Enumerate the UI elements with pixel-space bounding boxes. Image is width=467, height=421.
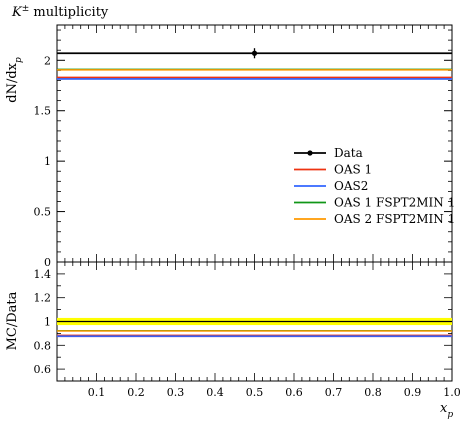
lower-panel: 0.6 0.8 1 1.2 1.4 0.1 0.2 0.3 0.4 0.5 0.6 0.7 0.8 0.9… bbox=[34, 261, 461, 399]
upper-y-tick-label: 0 bbox=[44, 256, 51, 269]
upper-y-axis-label-main: dN/dx bbox=[5, 62, 20, 102]
chart-title-sup: ± bbox=[22, 4, 30, 14]
upper-panel: 0 0.5 1 1.5 2 bbox=[34, 24, 453, 269]
legend-label: OAS 1 bbox=[334, 163, 372, 177]
x-axis-label-sub: p bbox=[447, 410, 453, 420]
x-axis-label-main: x bbox=[440, 401, 448, 416]
chart-title-rest: multiplicity bbox=[29, 5, 109, 20]
x-tick-label: 0.5 bbox=[246, 386, 264, 399]
x-axis-label: xp bbox=[440, 401, 453, 420]
legend-label: OAS 1 FSPT2MIN 1 bbox=[334, 196, 455, 210]
legend-label: OAS2 bbox=[334, 179, 368, 193]
chart-title-main: K bbox=[11, 5, 23, 20]
legend-marker bbox=[307, 150, 313, 156]
upper-y-tick-label: 0.5 bbox=[34, 206, 52, 219]
lower-y-tick-label: 0.6 bbox=[34, 363, 52, 376]
x-tick-label: 0.9 bbox=[404, 386, 422, 399]
lower-y-tick-label: 0.8 bbox=[34, 339, 52, 352]
upper-y-tick-label: 1.5 bbox=[34, 105, 52, 118]
upper-y-axis-label-sub: p bbox=[14, 57, 24, 63]
x-tick-label: 0.6 bbox=[285, 386, 303, 399]
upper-frame bbox=[56, 24, 453, 263]
legend: Data OAS 1 OAS2 OAS 1 FSPT2MIN 1 OAS 2 FSPT2… bbox=[294, 146, 455, 226]
upper-y-tick-label: 1 bbox=[44, 155, 51, 168]
legend-label: OAS 2 FSPT2MIN 1 bbox=[334, 212, 455, 226]
x-tick-label: 0.7 bbox=[325, 386, 343, 399]
data-point bbox=[251, 50, 258, 56]
chart-title: K± multiplicity bbox=[11, 4, 109, 20]
x-tick-label: 0.2 bbox=[127, 386, 145, 399]
lower-y-tick-label: 1 bbox=[44, 316, 51, 329]
x-tick-label: 1.0 bbox=[443, 386, 461, 399]
x-tick-label: 0.8 bbox=[364, 386, 382, 399]
upper-y-axis-label: dN/dxp bbox=[5, 57, 24, 103]
lower-y-axis-label: MC/Data bbox=[5, 291, 20, 350]
x-tick-label: 0.1 bbox=[88, 386, 106, 399]
lower-y-tick-label: 1.4 bbox=[34, 268, 52, 281]
legend-label: Data bbox=[334, 146, 363, 160]
lower-y-tick-label: 1.2 bbox=[34, 292, 52, 305]
x-tick-label: 0.3 bbox=[167, 386, 185, 399]
x-tick-label: 0.4 bbox=[206, 386, 224, 399]
upper-y-tick-label: 2 bbox=[44, 54, 51, 67]
